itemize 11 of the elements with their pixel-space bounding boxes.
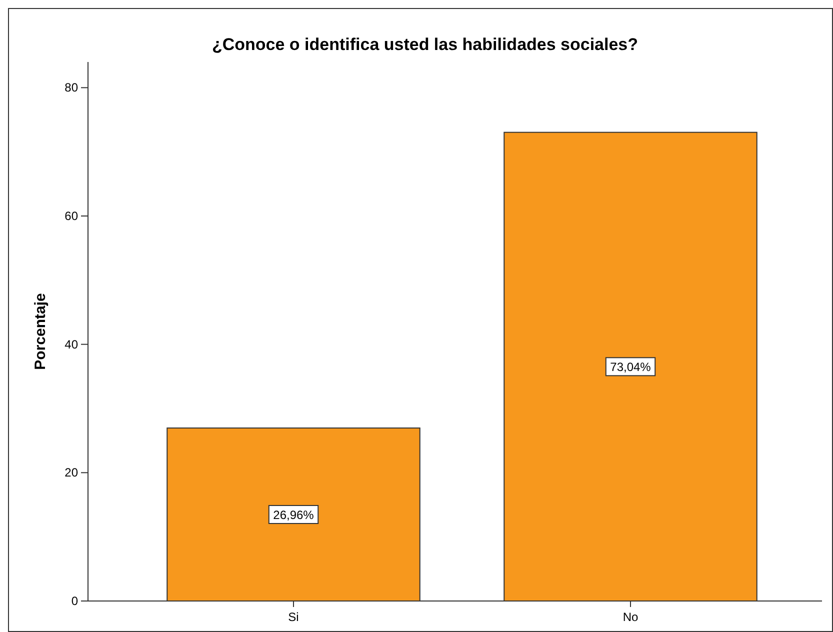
y-tick-label: 60 [64, 209, 78, 223]
y-tick-label: 80 [64, 80, 78, 95]
y-axis-title: Porcentaje [32, 293, 49, 370]
x-tick-label: No [622, 610, 638, 624]
y-tick-label: 20 [64, 466, 78, 480]
data-label: 26,96% [273, 508, 314, 522]
chart-title: ¿Conoce o identifica usted las habilidades sociales? [212, 35, 638, 54]
data-label: 73,04% [610, 360, 652, 374]
x-tick-label: Si [288, 610, 299, 624]
y-tick-label: 0 [71, 594, 78, 608]
y-tick-label: 40 [64, 337, 78, 352]
